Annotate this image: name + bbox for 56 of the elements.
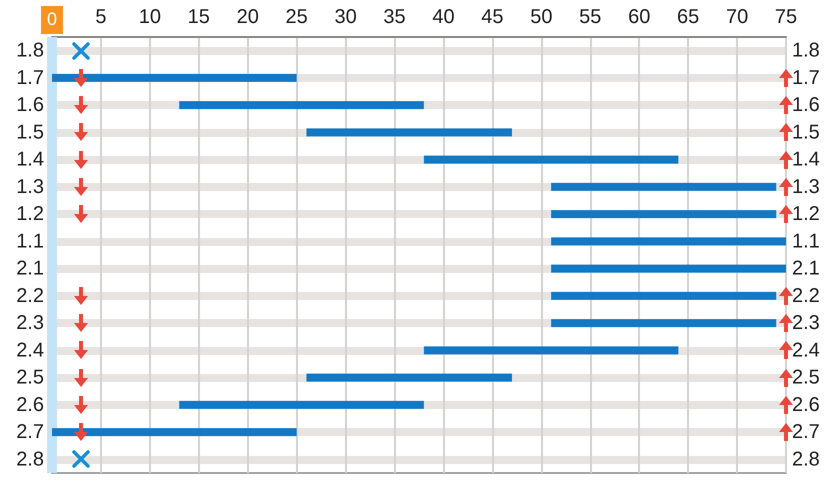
bar bbox=[551, 319, 776, 328]
x-tick-label: 45 bbox=[481, 6, 504, 28]
y-tick-label: 1.3 bbox=[792, 176, 820, 198]
y-tick-label: 2.6 bbox=[792, 394, 820, 416]
bar bbox=[306, 374, 512, 382]
y-tick-label: 1.1 bbox=[792, 230, 820, 252]
category-label: 2.5 bbox=[16, 366, 44, 389]
category-label: 1.6 bbox=[16, 94, 44, 116]
y-tick-label: 2.2 bbox=[792, 284, 820, 307]
category-label: 2.1 bbox=[16, 258, 44, 280]
y-tick-label: 1.2 bbox=[792, 203, 820, 226]
x-tick-label: 30 bbox=[334, 6, 357, 28]
category-label: 2.3 bbox=[16, 312, 44, 334]
category-label: 1.1 bbox=[16, 230, 44, 252]
bar bbox=[551, 237, 786, 246]
bar bbox=[551, 292, 776, 300]
category-label: 2.7 bbox=[16, 421, 44, 444]
x-tick-label: 50 bbox=[530, 6, 552, 28]
x-tick-label: 25 bbox=[286, 6, 308, 28]
x-tick-label: 55 bbox=[579, 6, 602, 28]
x-tick-label: 70 bbox=[726, 6, 748, 28]
category-label: 1.3 bbox=[16, 176, 44, 198]
y-tick-label: 1.7 bbox=[792, 66, 820, 89]
x-tick-label: 75 bbox=[774, 6, 798, 28]
category-label: 1.8 bbox=[16, 40, 44, 62]
y-tick-label: 2.3 bbox=[792, 312, 820, 334]
y-tick-label: 2.1 bbox=[792, 258, 820, 280]
x-tick-label: 35 bbox=[383, 6, 406, 28]
x-tick-label: 10 bbox=[138, 6, 161, 28]
bar bbox=[306, 128, 512, 136]
y-tick-label: 1.5 bbox=[792, 121, 820, 144]
category-label: 1.4 bbox=[16, 148, 44, 171]
y-tick-label: 2.8 bbox=[792, 448, 820, 470]
y-tick-label: 2.5 bbox=[792, 366, 820, 389]
category-label: 2.2 bbox=[16, 284, 44, 307]
y-tick-label: 1.6 bbox=[792, 94, 820, 116]
x-tick-label: 5 bbox=[95, 6, 106, 28]
category-label: 2.4 bbox=[16, 339, 44, 362]
y-tick-label: 1.8 bbox=[792, 40, 820, 62]
x-tick-label: 20 bbox=[236, 6, 259, 28]
category-label: 1.7 bbox=[16, 66, 44, 89]
ref-line-label: 0 bbox=[46, 9, 58, 29]
category-label: 1.2 bbox=[16, 203, 44, 226]
bar bbox=[551, 264, 786, 273]
category-label: 2.8 bbox=[16, 448, 44, 470]
x-tick-label: 60 bbox=[628, 6, 650, 28]
x-tick-label: 40 bbox=[432, 6, 455, 28]
category-label: 2.6 bbox=[16, 394, 44, 416]
x-tick-label: 65 bbox=[677, 6, 700, 28]
category-label: 1.5 bbox=[16, 121, 44, 144]
x-tick-label: 15 bbox=[188, 6, 210, 28]
y-tick-label: 2.4 bbox=[792, 339, 820, 362]
y-tick-label: 2.7 bbox=[792, 421, 820, 444]
bar bbox=[551, 210, 776, 218]
y-tick-label: 1.4 bbox=[792, 148, 820, 171]
bar bbox=[551, 182, 776, 191]
